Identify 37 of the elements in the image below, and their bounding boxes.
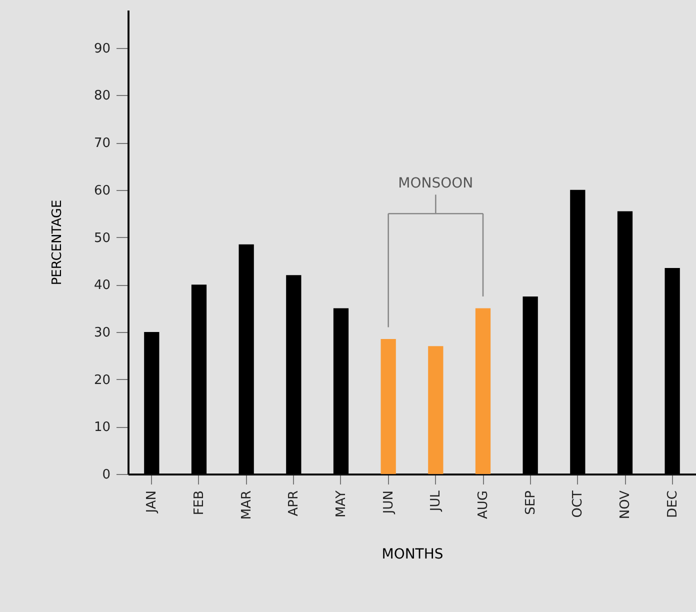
bar [428, 346, 444, 474]
x-tick-label: JUL [428, 490, 444, 512]
bar [475, 308, 491, 474]
annotation: MONSOON [398, 176, 474, 192]
bar [570, 190, 586, 474]
x-tick-label: SEP [523, 490, 538, 515]
y-tick-label: 40 [94, 278, 110, 294]
x-tick-label: DEC [665, 490, 680, 518]
bar [333, 308, 349, 474]
bar [380, 339, 396, 474]
bar [191, 284, 207, 474]
y-tick-label: 50 [94, 230, 110, 246]
y-axis-title: PERCENTAGE [50, 200, 65, 286]
y-tick-label: 0 [102, 468, 110, 482]
y-tick-label: 90 [94, 41, 110, 56]
x-tick-label: AUG [476, 490, 491, 519]
x-tick-label: OCT [570, 490, 586, 518]
x-tick-label: FEB [192, 490, 207, 516]
y-tick-label: 20 [94, 372, 110, 388]
x-tick-label: MAY [334, 490, 349, 518]
x-tick-label: APR [286, 490, 302, 516]
y-tick-label: 10 [94, 420, 110, 436]
y-tick-label: 70 [94, 136, 110, 152]
bar [144, 332, 160, 474]
bar [664, 268, 680, 474]
y-tick-label: 60 [94, 183, 110, 198]
y-tick-label: 30 [94, 325, 110, 340]
bar [617, 211, 633, 474]
bar [286, 275, 302, 474]
x-axis-title: MONTHS [382, 546, 444, 563]
x-tick-label: NOV [618, 490, 633, 520]
x-tick-label: JUN [381, 490, 396, 515]
x-tick-label: JAN [144, 490, 160, 514]
x-tick-label: MAR [239, 490, 254, 520]
bar [522, 296, 538, 474]
y-tick-label: 80 [94, 88, 110, 104]
bar [238, 244, 254, 474]
